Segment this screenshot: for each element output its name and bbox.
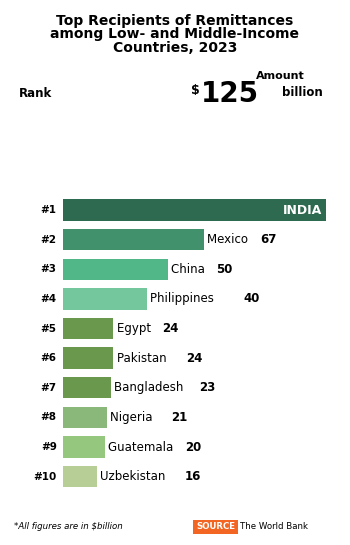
Bar	[63, 437, 105, 458]
Text: Mexico: Mexico	[207, 233, 252, 246]
Text: #5: #5	[41, 324, 57, 334]
Text: China: China	[171, 263, 209, 276]
Text: The World Bank: The World Bank	[240, 522, 308, 531]
Text: 24: 24	[162, 322, 178, 335]
Bar	[63, 318, 113, 339]
Text: $: $	[191, 84, 199, 98]
Text: INDIA: INDIA	[283, 203, 322, 216]
Text: SOURCE: SOURCE	[196, 522, 235, 531]
Text: 24: 24	[186, 352, 202, 365]
Text: #4: #4	[41, 294, 57, 304]
Text: #7: #7	[41, 383, 57, 393]
Text: 67: 67	[260, 233, 276, 246]
Text: billion: billion	[282, 86, 322, 99]
Text: Pakistan: Pakistan	[117, 352, 170, 365]
Text: Guatemala: Guatemala	[108, 440, 177, 453]
Text: #9: #9	[41, 442, 57, 452]
Text: Bangladesh: Bangladesh	[114, 382, 188, 394]
Text: 40: 40	[243, 293, 260, 305]
Text: Philippines: Philippines	[150, 293, 218, 305]
Text: Countries, 2023: Countries, 2023	[113, 41, 237, 55]
Bar	[63, 348, 113, 369]
Text: *All figures are in $billion: *All figures are in $billion	[14, 522, 123, 531]
Text: Top Recipients of Remittances: Top Recipients of Remittances	[56, 14, 294, 28]
Text: #10: #10	[34, 471, 57, 482]
Text: 23: 23	[199, 382, 216, 394]
Text: Uzbekistan: Uzbekistan	[100, 470, 169, 483]
Bar	[63, 377, 111, 398]
Bar	[63, 199, 326, 221]
Bar	[63, 288, 147, 310]
Text: 21: 21	[172, 411, 188, 424]
Text: Rank: Rank	[19, 87, 52, 100]
Text: 50: 50	[216, 263, 233, 276]
Bar	[63, 229, 204, 250]
Text: among Low- and Middle-Income: among Low- and Middle-Income	[50, 27, 300, 41]
Bar	[63, 407, 107, 428]
Text: Egypt: Egypt	[117, 322, 154, 335]
Bar	[63, 259, 168, 280]
Text: #6: #6	[41, 353, 57, 363]
Text: #3: #3	[41, 264, 57, 274]
Text: #8: #8	[41, 413, 57, 422]
Text: 20: 20	[185, 440, 202, 453]
Text: Nigeria: Nigeria	[110, 411, 156, 424]
Text: #2: #2	[41, 235, 57, 245]
Bar	[63, 466, 97, 487]
Text: Amount: Amount	[256, 71, 304, 81]
Text: 125: 125	[201, 80, 259, 108]
Text: 16: 16	[185, 470, 201, 483]
Text: #1: #1	[41, 205, 57, 215]
